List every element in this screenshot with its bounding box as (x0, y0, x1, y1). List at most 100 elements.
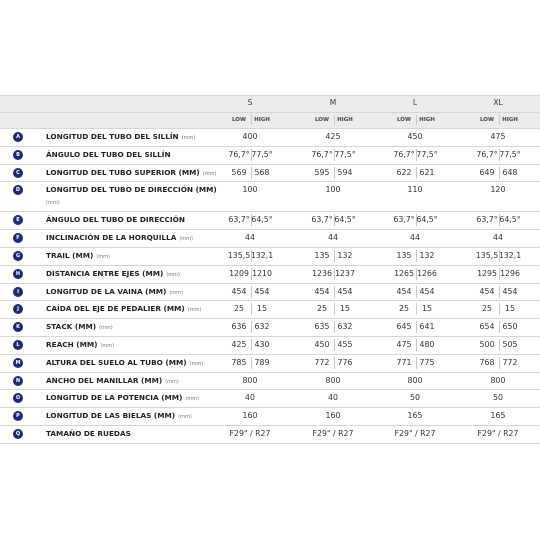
row-letter: H (13, 268, 23, 279)
high-value: 430 (254, 340, 270, 349)
row-label: LONGITUD DE LAS BIELAS (MM) (mm) (46, 411, 192, 420)
unit: (mm) (187, 307, 202, 314)
divider (416, 285, 417, 298)
divider (416, 267, 417, 280)
divider (251, 148, 252, 161)
value: 44 (245, 233, 255, 243)
high-value: 1296 (500, 268, 520, 278)
value: 165 (407, 411, 423, 421)
divider (416, 321, 417, 334)
row-letter: N (13, 375, 23, 386)
high-value: 77,5° (499, 149, 521, 159)
low-value: 1209 (229, 268, 249, 278)
divider (251, 356, 252, 369)
high-value: 64,5° (251, 215, 273, 225)
unit: (mm) (185, 396, 200, 403)
divider (499, 285, 500, 298)
divider (416, 339, 417, 351)
low-value: 454 (479, 286, 495, 296)
low-value: 454 (314, 286, 330, 296)
divider (251, 214, 252, 227)
value: 450 (407, 132, 423, 141)
row-letter: M (13, 357, 23, 368)
row-letter: D (13, 185, 23, 196)
low-value: 63,7° (311, 215, 333, 225)
low-header: LOW (231, 117, 247, 123)
high-value: 621 (419, 167, 435, 177)
rule (0, 163, 540, 165)
low-value: 768 (479, 357, 495, 367)
value: 50 (493, 393, 503, 403)
high-value: 15 (505, 304, 515, 314)
divider (251, 166, 252, 179)
rule (0, 181, 540, 183)
divider (334, 339, 335, 351)
high-value: 77,5° (334, 149, 356, 159)
row-label: REACH (MM) (mm) (46, 340, 114, 349)
rule (0, 264, 540, 266)
label-text: LONGITUD DE LAS BIELAS (MM) (46, 411, 176, 421)
row-label: LONGITUD DE LA POTENCIA (MM) (mm) (46, 393, 199, 402)
low-value: 76,7° (476, 149, 498, 159)
row-label: LONGITUD DE LA VAINA (MM) (mm) (46, 287, 183, 296)
high-value: 132 (337, 251, 353, 260)
high-value: 1266 (417, 268, 437, 278)
label-text: ÁNGULO DEL TUBO DEL SILLÍN (46, 149, 171, 159)
row-letter: F (13, 233, 23, 244)
row-label: ÁNGULO DEL TUBO DEL SILLÍN (46, 150, 171, 159)
unit: (mm) (178, 414, 192, 421)
high-value: 776 (337, 357, 353, 367)
divider (334, 115, 335, 125)
rule (0, 407, 540, 409)
value: 100 (325, 185, 341, 195)
low-value: 569 (231, 167, 247, 177)
divider (334, 166, 335, 179)
value: 800 (242, 375, 258, 385)
value: F29" / R27 (394, 429, 436, 438)
high-value: 632 (337, 322, 353, 332)
divider (334, 148, 335, 161)
high-value: 454 (502, 286, 518, 296)
divider (499, 214, 500, 227)
low-value: 1265 (394, 268, 414, 278)
rule (0, 336, 540, 337)
rule (0, 95, 540, 96)
value: 110 (407, 185, 423, 195)
low-value: 475 (396, 340, 412, 349)
value: 425 (325, 132, 341, 141)
divider (499, 148, 500, 161)
value: 40 (328, 393, 338, 403)
low-value: 425 (231, 340, 247, 349)
divider (251, 339, 252, 351)
low-value: 76,7° (393, 149, 415, 159)
value: 800 (407, 375, 423, 385)
row-label: STACK (MM) (mm) (46, 322, 113, 331)
divider (416, 148, 417, 161)
high-value: 77,5° (251, 149, 273, 159)
high-header: HIGH (502, 117, 518, 123)
low-value: 135,5 (475, 251, 499, 260)
rule (0, 300, 540, 302)
label-text: LONGITUD DE LA POTENCIA (MM) (46, 393, 183, 403)
divider (251, 267, 252, 280)
row-label: CAÍDA DEL EJE DE PEDALIER (MM) (mm) (46, 304, 201, 313)
high-value: 132,1 (250, 251, 274, 260)
low-value: 25 (399, 304, 409, 314)
row-label: INCLINACIÓN DE LA HORQUILLA (mm) (46, 233, 193, 242)
value: 160 (242, 411, 258, 421)
low-value: 63,7° (476, 215, 498, 225)
unit: (mm) (96, 254, 110, 260)
label-text: STACK (MM) (46, 322, 97, 332)
value: 120 (490, 185, 506, 195)
high-value: 789 (254, 357, 270, 367)
divider (416, 214, 417, 227)
low-value: 635 (314, 322, 330, 332)
low-value: 454 (231, 286, 247, 296)
unit: (mm) (169, 289, 183, 296)
size-header: M (329, 98, 337, 107)
row-letter: E (13, 215, 23, 226)
divider (499, 339, 500, 351)
unit: (mm) (46, 200, 60, 207)
row-letter: G (13, 251, 23, 261)
rule (0, 318, 540, 320)
